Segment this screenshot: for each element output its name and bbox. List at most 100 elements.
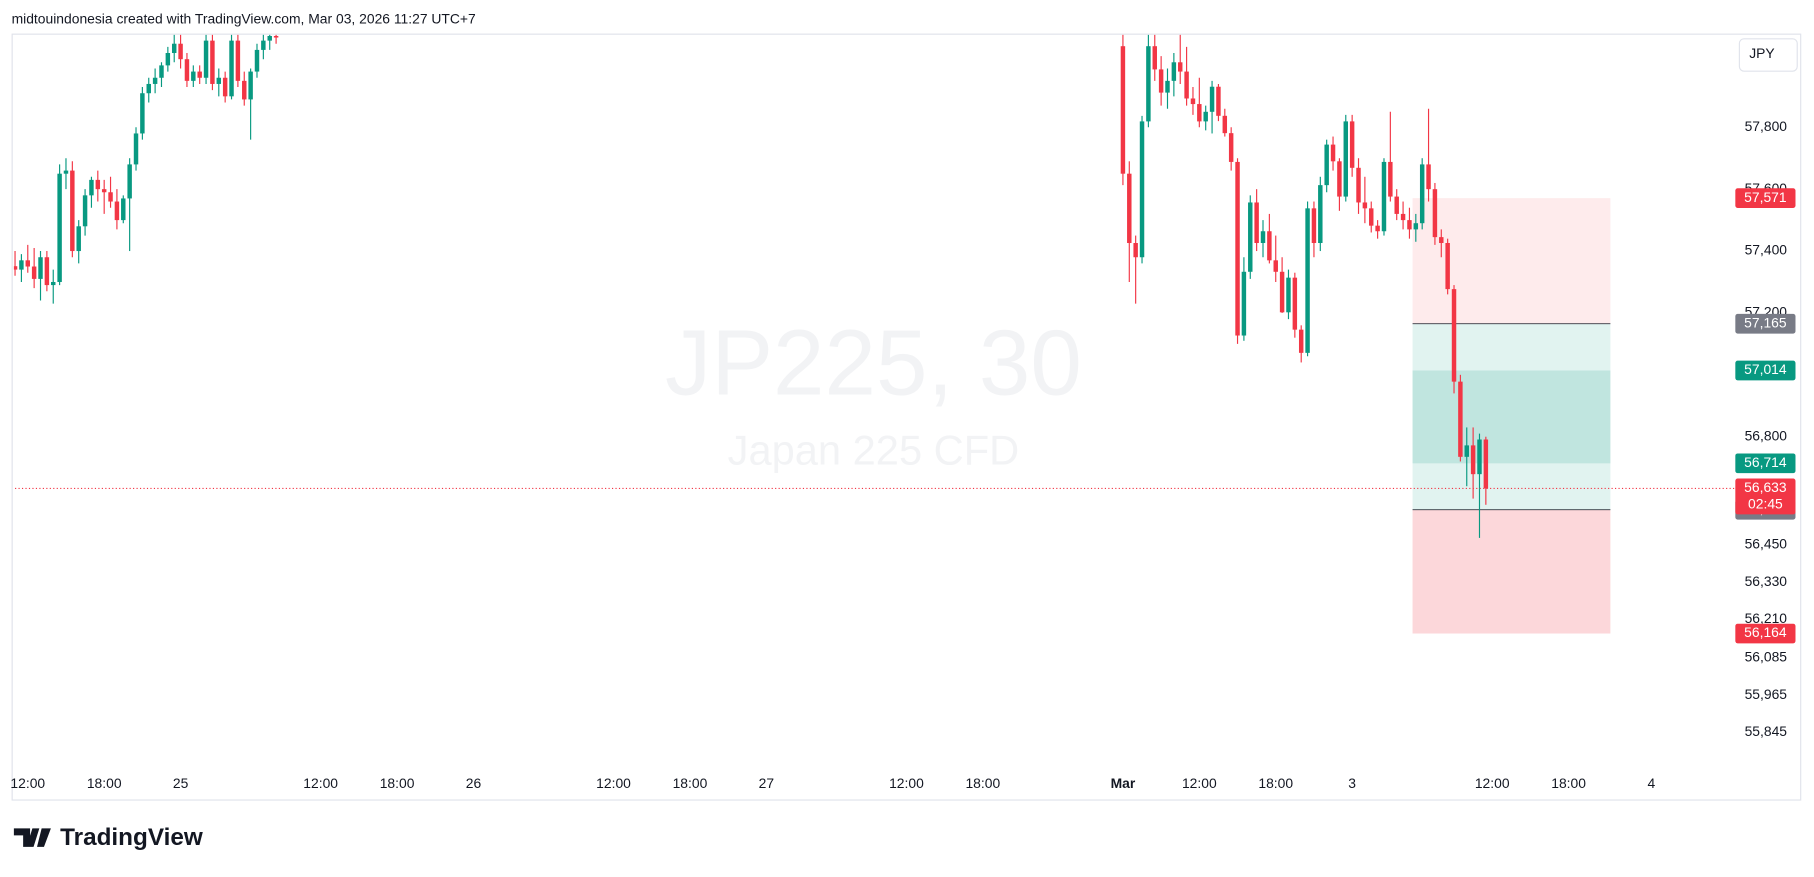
candle-body (63, 170, 69, 174)
logo: TradingView (13, 824, 203, 851)
x-tick-label: 12:00 (10, 775, 45, 791)
watermark-subtitle: Japan 225 CFD (728, 427, 1020, 474)
candle-body (1458, 381, 1463, 457)
candle-body (1197, 104, 1202, 122)
candle-body (1483, 439, 1489, 489)
last-price-bg (1735, 478, 1796, 515)
candle-body (1203, 111, 1208, 122)
candle-body (1407, 220, 1412, 230)
x-tick-label: 27 (759, 775, 775, 791)
candle-body (152, 77, 158, 84)
price-label: 57,014 (1744, 361, 1787, 377)
candle-body (222, 77, 228, 97)
candle-body (229, 40, 234, 97)
candle-body (1337, 161, 1342, 197)
candle-body (1190, 98, 1196, 105)
candle-body (133, 133, 139, 165)
x-tick-label: 18:00 (1258, 775, 1293, 791)
price-label: 57,165 (1744, 314, 1787, 330)
candle-body (1432, 189, 1438, 238)
candle-body (1120, 46, 1126, 174)
last-price-label: 56,633 (1744, 479, 1787, 495)
chart-frame (11, 33, 1802, 801)
price-label-bg (1735, 623, 1796, 644)
y-tick-label: 56,450 (1745, 536, 1788, 552)
price-label-bg (1735, 360, 1796, 381)
candle-body (1254, 202, 1259, 244)
candle-body (165, 53, 171, 66)
candle-body (267, 35, 272, 41)
candle-body (1127, 173, 1132, 244)
price-label-bg (1735, 188, 1796, 208)
entry-zone (1412, 370, 1611, 464)
candle-body (1260, 231, 1266, 244)
y-tick-label: 57,400 (1745, 242, 1788, 258)
candle-body (82, 195, 88, 227)
candle-body (1362, 202, 1368, 209)
candle-body (261, 40, 266, 50)
candle-body (1445, 243, 1450, 290)
candle-body (57, 173, 62, 282)
y-tick-label: 55,845 (1745, 723, 1788, 739)
candle-body (273, 35, 279, 38)
candle-body (1305, 208, 1310, 353)
candle-body (248, 71, 253, 100)
y-tick-label: 56,210 (1745, 610, 1788, 626)
candle-body (1165, 80, 1170, 93)
price-label: 56,714 (1744, 454, 1787, 470)
x-tick-label: 18:00 (1551, 775, 1586, 791)
candle-body (159, 65, 164, 78)
x-tick-label: 12:00 (303, 775, 338, 791)
currency-button[interactable] (1738, 38, 1798, 72)
candle-body (1419, 164, 1425, 224)
candle-body (1152, 46, 1157, 70)
x-tick-label: 18:00 (965, 775, 1000, 791)
candle-body (101, 189, 107, 193)
candle-body (1400, 213, 1406, 221)
candle-body (1318, 185, 1323, 244)
price-label-bg (1735, 453, 1796, 474)
y-tick-label: 56,085 (1745, 649, 1788, 665)
candle-body (1222, 115, 1228, 134)
stop-zone (1412, 198, 1611, 324)
candle-body (1311, 208, 1317, 244)
candle-body (1413, 223, 1419, 230)
x-tick-label: 25 (173, 775, 189, 791)
candle-body (38, 257, 43, 279)
candle-body (1235, 161, 1240, 336)
price-label: 57,571 (1744, 189, 1787, 205)
candle-body (44, 257, 50, 286)
candle-body (1139, 121, 1145, 258)
candle-body (1248, 202, 1253, 272)
candle-body (1158, 69, 1164, 93)
candle-body (242, 80, 247, 100)
currency: JPY (1749, 45, 1774, 61)
candle-body (25, 260, 31, 267)
candle-body (95, 179, 101, 190)
candle-body (51, 281, 56, 286)
candle-body (210, 40, 215, 84)
candle-body (1209, 86, 1215, 112)
candle-body (146, 83, 151, 94)
candle-body (1451, 289, 1457, 382)
price-label: 56,164 (1744, 624, 1787, 640)
candle-body (1286, 277, 1291, 313)
candle-body (1184, 71, 1189, 99)
candle-body (89, 179, 94, 196)
x-tick-label: Mar (1111, 775, 1136, 791)
x-tick-label: 12:00 (596, 775, 631, 791)
candle-body (1241, 271, 1247, 336)
candle-body (1369, 208, 1374, 226)
candle-body (1298, 329, 1304, 353)
candle-body (1324, 144, 1329, 186)
candle-body (191, 71, 196, 81)
candle-body (19, 260, 24, 270)
candle-body (1394, 196, 1399, 214)
y-tick-label: 57,800 (1745, 118, 1788, 134)
candle-body (1273, 260, 1278, 272)
y-tick-label: 55,965 (1745, 686, 1788, 702)
x-tick-label: 18:00 (87, 775, 122, 791)
x-tick-label: 12:00 (1182, 775, 1217, 791)
header: midtouindonesia created with TradingView… (12, 10, 476, 26)
pane (13, 34, 1611, 634)
